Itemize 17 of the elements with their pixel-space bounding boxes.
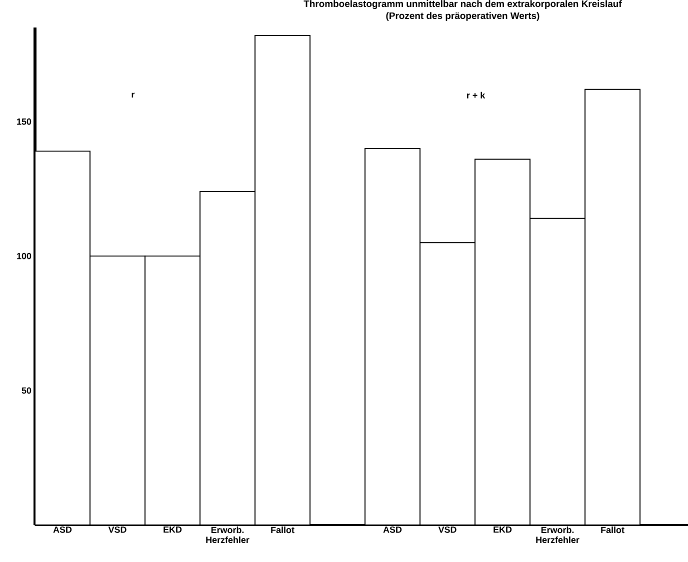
annotation: r <box>132 92 135 98</box>
x-tick-label: Erworb. Herzfehler <box>536 526 580 544</box>
x-tick-label: Fallot <box>601 526 624 534</box>
y-tick-label: 50 <box>22 387 32 394</box>
x-tick-label: Erworb. Herzfehler <box>206 526 250 544</box>
annotation: r + k <box>467 92 486 98</box>
x-tick-label: EKD <box>494 526 512 533</box>
x-tick-label: ASD <box>383 526 402 533</box>
y-tick-label: 150 <box>17 118 32 125</box>
chart-title: Thromboelastogramm unmittelbar nach dem extrakorporalen Kreislauf <box>304 0 622 10</box>
y-tick-label: 100 <box>17 252 32 260</box>
x-tick-label: VSD <box>108 526 126 533</box>
x-tick-label: EKD <box>164 526 182 533</box>
x-tick-label: VSD <box>438 526 456 533</box>
x-tick-label: ASD <box>53 526 72 533</box>
x-tick-label: Fallot <box>271 526 294 534</box>
chart-subtitle: (Prozent des präoperativen Werts) <box>386 12 540 21</box>
